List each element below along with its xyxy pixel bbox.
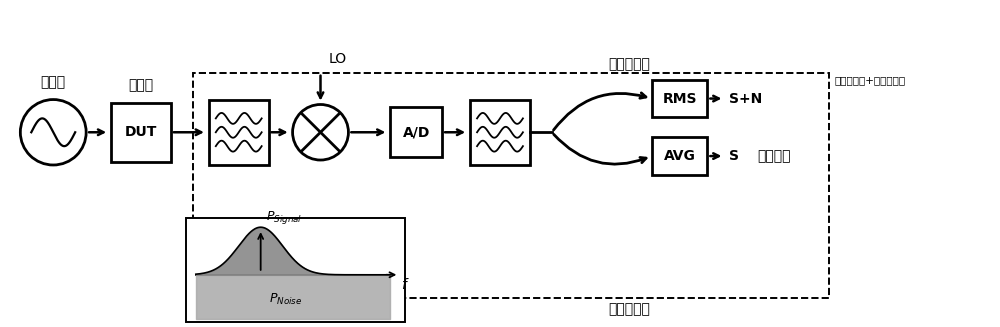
Text: LO: LO	[328, 52, 347, 66]
Bar	[193, 73, 829, 298]
Text: S: S	[729, 149, 739, 163]
Text: 有效値检波: 有效値检波	[609, 57, 651, 71]
Text: $P_\mathit{Noise}$: $P_\mathit{Noise}$	[269, 292, 302, 307]
Text: 信号源: 信号源	[41, 76, 66, 90]
Text: 信号功率: 信号功率	[757, 149, 791, 163]
Text: A/D: A/D	[403, 125, 430, 139]
Text: 被测件: 被测件	[128, 78, 154, 93]
Text: $P_\mathit{Signal}$: $P_\mathit{Signal}$	[266, 209, 302, 226]
Text: S+N: S+N	[729, 92, 763, 106]
Bar	[470, 99, 530, 165]
Text: DUT: DUT	[125, 125, 157, 139]
Bar	[186, 217, 405, 322]
Bar	[390, 108, 442, 157]
Bar	[652, 137, 707, 175]
Text: （信号功率+噪声功率）: （信号功率+噪声功率）	[834, 75, 905, 85]
Text: 平均値检波: 平均値检波	[609, 302, 651, 316]
Text: RMS: RMS	[662, 92, 697, 106]
Text: f: f	[401, 278, 406, 292]
Text: AVG: AVG	[664, 149, 695, 163]
Bar	[652, 80, 707, 117]
Bar	[111, 103, 171, 162]
Bar	[209, 99, 269, 165]
